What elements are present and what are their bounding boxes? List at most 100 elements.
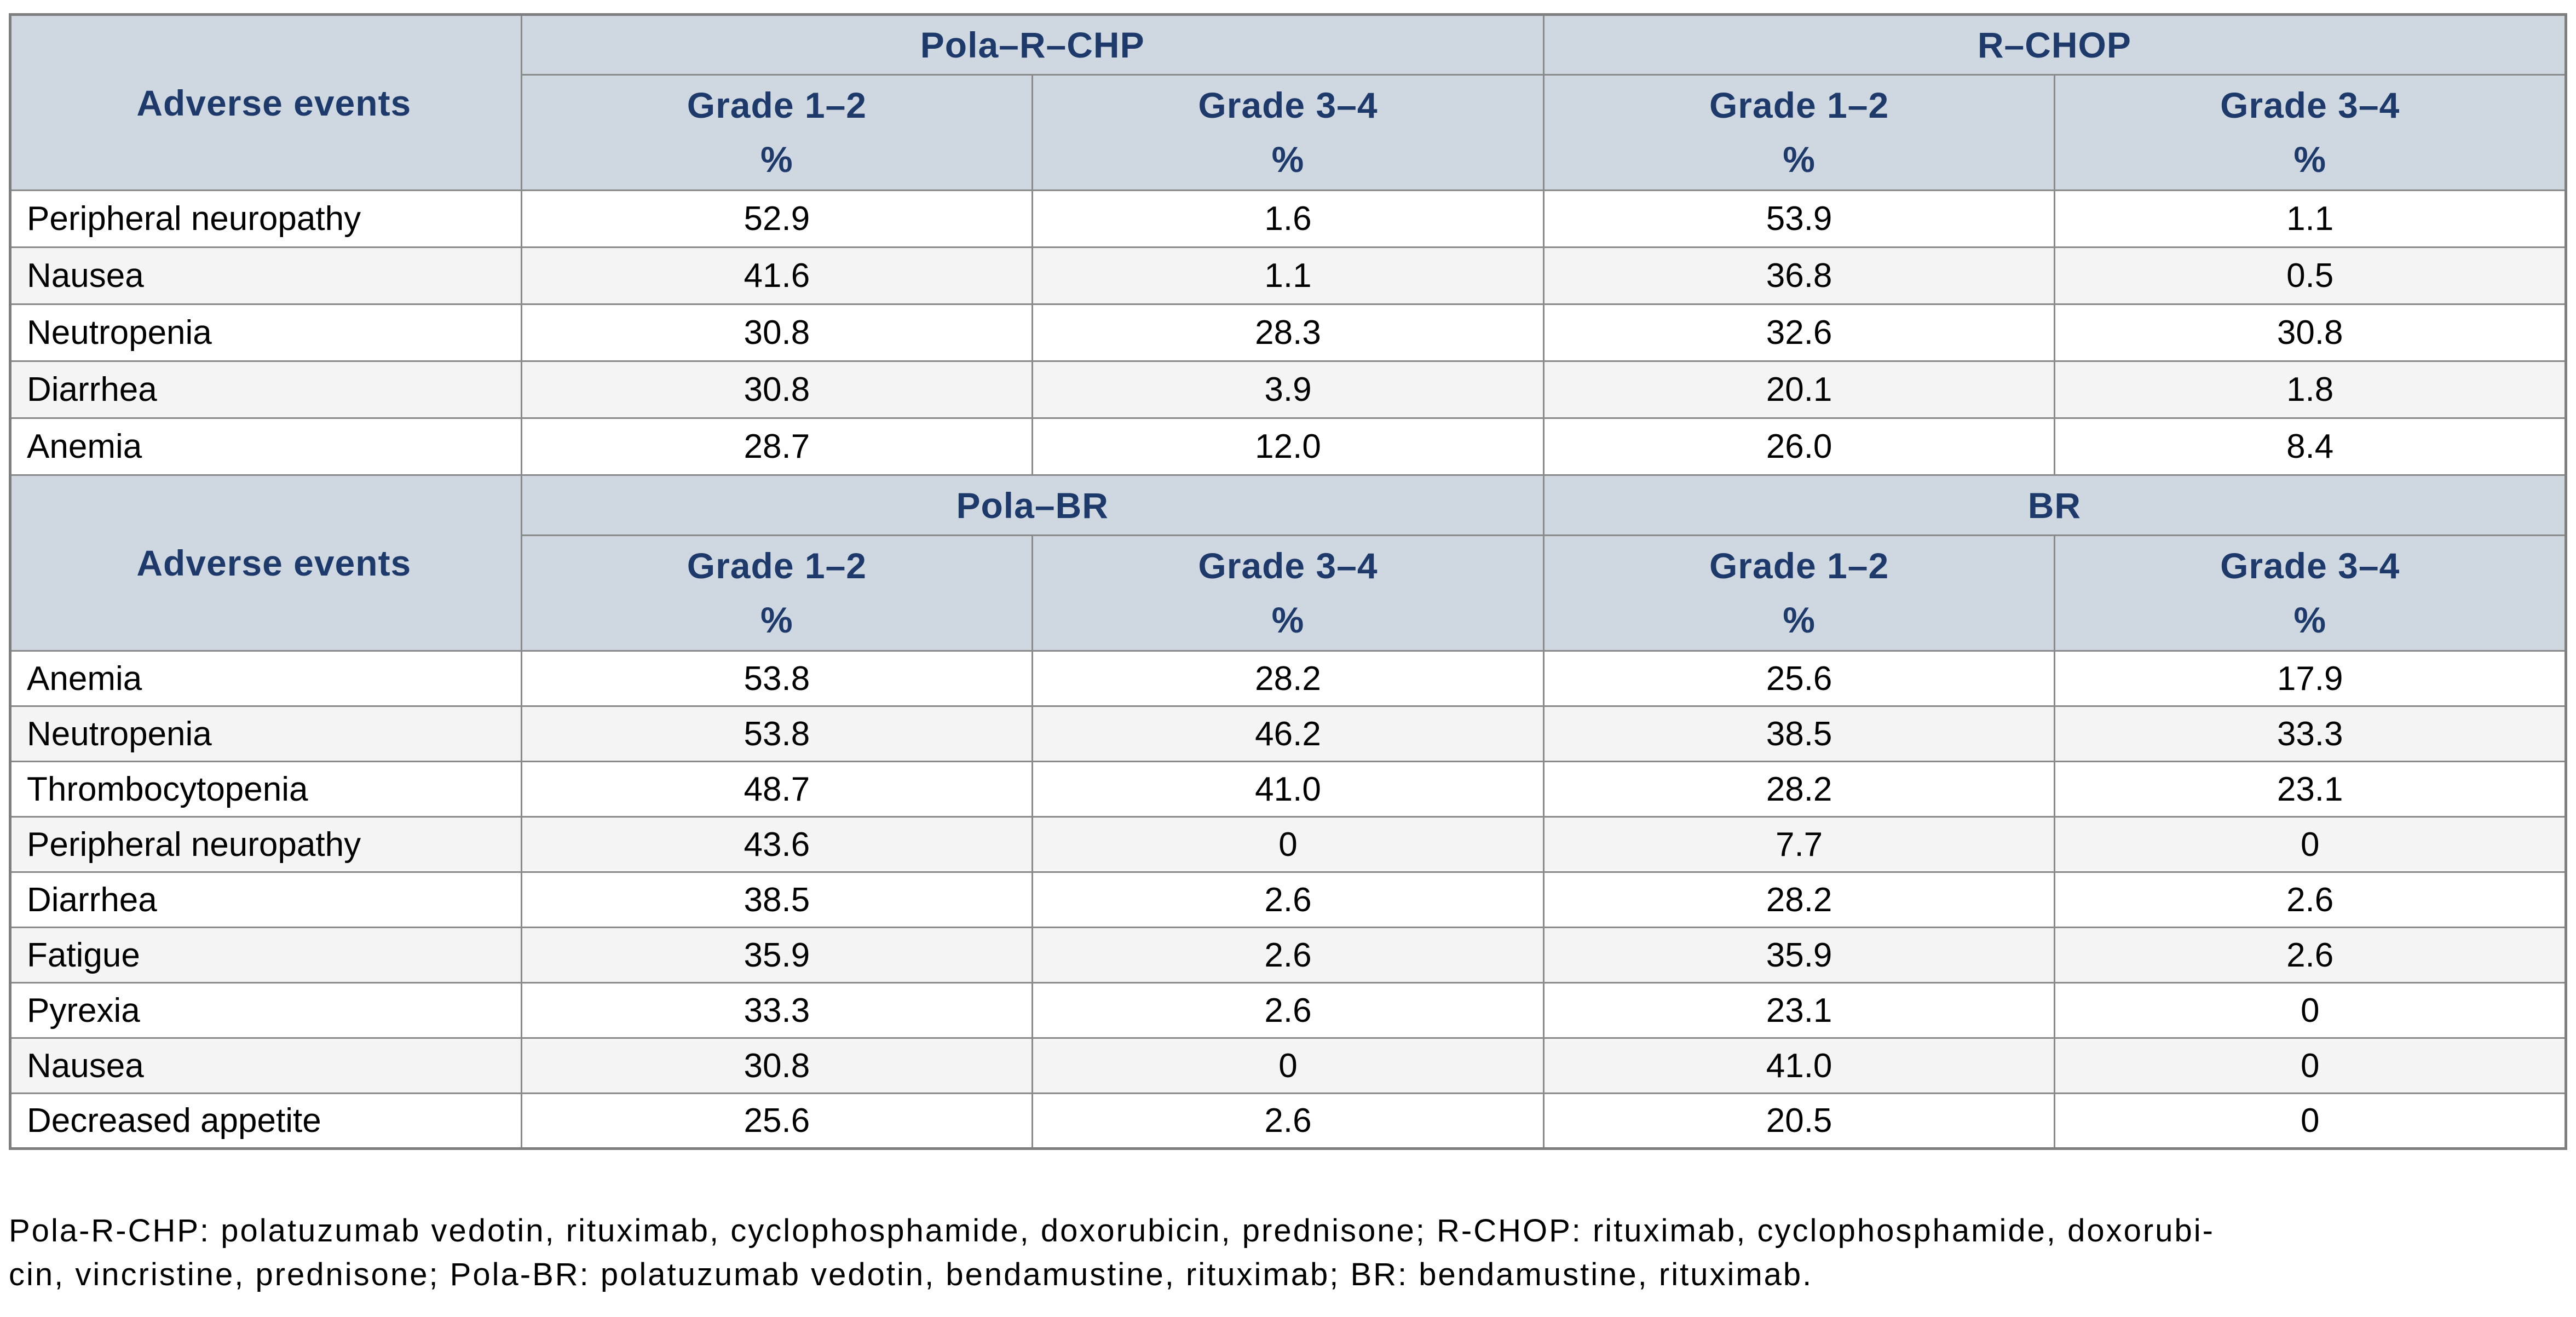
value-cell: 28.2 bbox=[1542, 871, 2056, 928]
value-cell: 43.6 bbox=[520, 816, 1034, 873]
value-cell: 12.0 bbox=[1031, 417, 1545, 476]
table-row: Diarrhea 30.8 3.9 20.1 1.8 bbox=[9, 360, 2567, 419]
value-cell: 0 bbox=[2054, 1037, 2567, 1094]
percent-label: % bbox=[1783, 139, 1816, 180]
value-cell: 26.0 bbox=[1542, 417, 2056, 476]
adverse-events-table: Adverse events Pola–R–CHP R–CHOP Grade 1… bbox=[9, 13, 2567, 1150]
grade-label: Grade 1–2 bbox=[687, 85, 867, 125]
grade-header: Grade 3–4 % bbox=[1031, 534, 1545, 652]
event-name-cell: Pyrexia bbox=[9, 982, 522, 1039]
event-name-cell: Neutropenia bbox=[9, 303, 522, 362]
table-row: Pyrexia 33.3 2.6 23.1 0 bbox=[9, 982, 2567, 1039]
value-cell: 38.5 bbox=[520, 871, 1034, 928]
value-cell: 2.6 bbox=[2054, 927, 2567, 984]
group-header-row-2: Adverse events Pola–BR BR bbox=[9, 474, 2567, 652]
table-row: Thrombocytopenia 48.7 41.0 28.2 23.1 bbox=[9, 761, 2567, 818]
value-cell: 0 bbox=[1031, 816, 1545, 873]
table-row: Fatigue 35.9 2.6 35.9 2.6 bbox=[9, 927, 2567, 984]
grade-label: Grade 1–2 bbox=[1709, 545, 1889, 586]
group-header-r-chop: R–CHOP bbox=[1542, 14, 2567, 76]
value-cell: 0 bbox=[1031, 1037, 1545, 1094]
value-cell: 41.6 bbox=[520, 246, 1034, 305]
event-name-cell: Peripheral neuropathy bbox=[9, 816, 522, 873]
percent-label: % bbox=[2293, 139, 2327, 180]
value-cell: 36.8 bbox=[1542, 246, 2056, 305]
value-cell: 20.5 bbox=[1542, 1092, 2056, 1149]
grade-header: Grade 3–4 % bbox=[2054, 74, 2567, 191]
value-cell: 0.5 bbox=[2054, 246, 2567, 305]
event-name-cell: Fatigue bbox=[9, 927, 522, 984]
value-cell: 2.6 bbox=[1031, 871, 1545, 928]
table-row: Diarrhea 38.5 2.6 28.2 2.6 bbox=[9, 871, 2567, 928]
footnote-line-2: cin, vincristine, prednisone; Pola-BR: p… bbox=[9, 1257, 1813, 1292]
value-cell: 7.7 bbox=[1542, 816, 2056, 873]
event-name-cell: Anemia bbox=[9, 417, 522, 476]
table-row: Neutropenia 30.8 28.3 32.6 30.8 bbox=[9, 303, 2567, 362]
value-cell: 0 bbox=[2054, 982, 2567, 1039]
table-row: Neutropenia 53.8 46.2 38.5 33.3 bbox=[9, 705, 2567, 762]
grade-label: Grade 1–2 bbox=[687, 545, 867, 586]
adverse-events-header-1: Adverse events bbox=[9, 14, 522, 191]
group-header-pola-r-chp: Pola–R–CHP bbox=[520, 14, 1545, 76]
percent-label: % bbox=[1271, 600, 1305, 640]
event-name-cell: Neutropenia bbox=[9, 705, 522, 762]
value-cell: 46.2 bbox=[1031, 705, 1545, 762]
event-name-cell: Nausea bbox=[9, 246, 522, 305]
group-header-br: BR bbox=[1542, 474, 2567, 536]
value-cell: 2.6 bbox=[2054, 871, 2567, 928]
grade-label: Grade 1–2 bbox=[1709, 85, 1889, 125]
value-cell: 41.0 bbox=[1542, 1037, 2056, 1094]
value-cell: 35.9 bbox=[1542, 927, 2056, 984]
value-cell: 53.8 bbox=[520, 705, 1034, 762]
value-cell: 23.1 bbox=[1542, 982, 2056, 1039]
value-cell: 2.6 bbox=[1031, 927, 1545, 984]
grade-header: Grade 1–2 % bbox=[1542, 534, 2056, 652]
value-cell: 2.6 bbox=[1031, 1092, 1545, 1149]
event-name-cell: Decreased appetite bbox=[9, 1092, 522, 1149]
table-row: Peripheral neuropathy 52.9 1.6 53.9 1.1 bbox=[9, 189, 2567, 248]
value-cell: 3.9 bbox=[1031, 360, 1545, 419]
group-header-pola-br: Pola–BR bbox=[520, 474, 1545, 536]
grade-header: Grade 1–2 % bbox=[1542, 74, 2056, 191]
value-cell: 53.9 bbox=[1542, 189, 2056, 248]
adverse-events-header-2: Adverse events bbox=[9, 474, 522, 652]
value-cell: 1.1 bbox=[1031, 246, 1545, 305]
value-cell: 17.9 bbox=[2054, 650, 2567, 707]
value-cell: 28.2 bbox=[1031, 650, 1545, 707]
grade-label: Grade 3–4 bbox=[1198, 85, 1378, 125]
table-row: Decreased appetite 25.6 2.6 20.5 0 bbox=[9, 1092, 2567, 1149]
value-cell: 53.8 bbox=[520, 650, 1034, 707]
value-cell: 0 bbox=[2054, 816, 2567, 873]
value-cell: 1.1 bbox=[2054, 189, 2567, 248]
value-cell: 35.9 bbox=[520, 927, 1034, 984]
table-row: Anemia 28.7 12.0 26.0 8.4 bbox=[9, 417, 2567, 476]
value-cell: 25.6 bbox=[520, 1092, 1034, 1149]
grade-header: Grade 3–4 % bbox=[2054, 534, 2567, 652]
percent-label: % bbox=[2293, 600, 2327, 640]
value-cell: 33.3 bbox=[520, 982, 1034, 1039]
footnote-line-1: Pola-R-CHP: polatuzumab vedotin, rituxim… bbox=[9, 1213, 2215, 1249]
footnote: Pola-R-CHP: polatuzumab vedotin, rituxim… bbox=[9, 1209, 2568, 1297]
value-cell: 1.6 bbox=[1031, 189, 1545, 248]
value-cell: 30.8 bbox=[2054, 303, 2567, 362]
value-cell: 2.6 bbox=[1031, 982, 1545, 1039]
event-name-cell: Peripheral neuropathy bbox=[9, 189, 522, 248]
value-cell: 23.1 bbox=[2054, 761, 2567, 818]
grade-header: Grade 1–2 % bbox=[520, 534, 1034, 652]
percent-label: % bbox=[1271, 139, 1305, 180]
event-name-cell: Anemia bbox=[9, 650, 522, 707]
grade-label: Grade 3–4 bbox=[1198, 545, 1378, 586]
table-row: Nausea 41.6 1.1 36.8 0.5 bbox=[9, 246, 2567, 305]
value-cell: 38.5 bbox=[1542, 705, 2056, 762]
grade-label: Grade 3–4 bbox=[2220, 545, 2400, 586]
value-cell: 48.7 bbox=[520, 761, 1034, 818]
value-cell: 30.8 bbox=[520, 303, 1034, 362]
value-cell: 30.8 bbox=[520, 360, 1034, 419]
grade-header: Grade 1–2 % bbox=[520, 74, 1034, 191]
event-name-cell: Diarrhea bbox=[9, 871, 522, 928]
table-row: Peripheral neuropathy 43.6 0 7.7 0 bbox=[9, 816, 2567, 873]
value-cell: 1.8 bbox=[2054, 360, 2567, 419]
value-cell: 8.4 bbox=[2054, 417, 2567, 476]
value-cell: 41.0 bbox=[1031, 761, 1545, 818]
percent-label: % bbox=[1783, 600, 1816, 640]
